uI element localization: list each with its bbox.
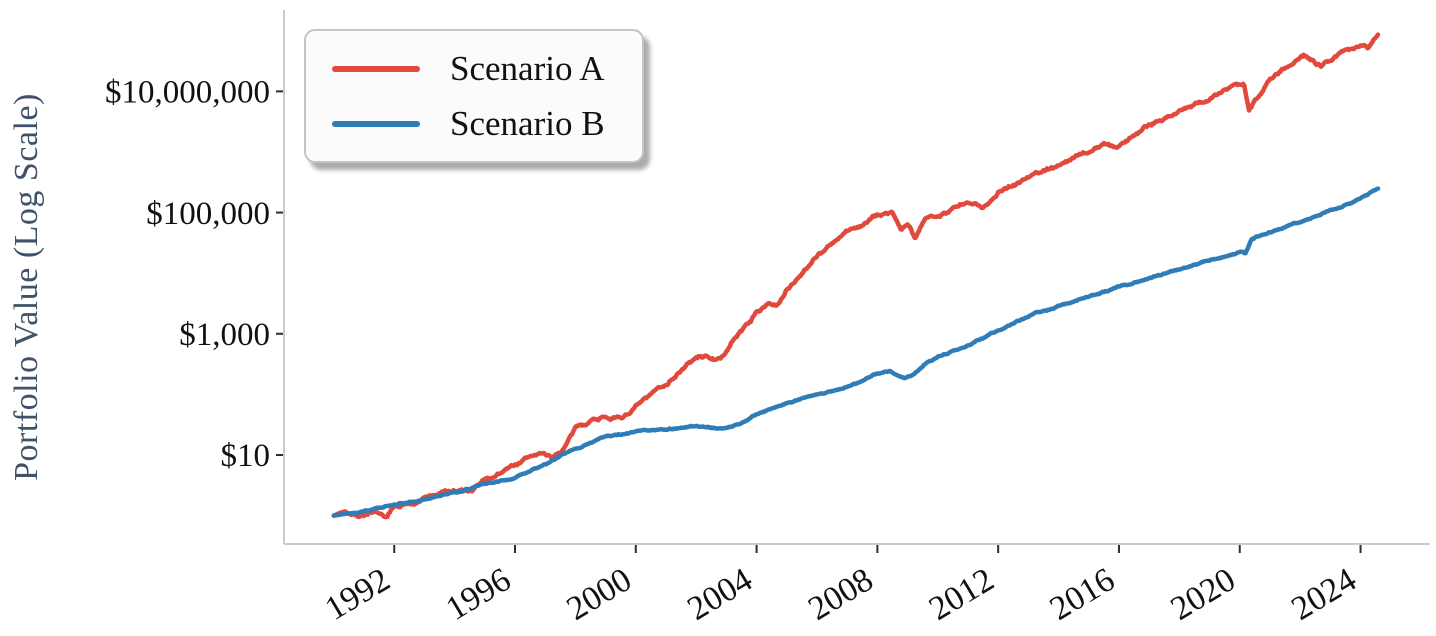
x-tick-label: 1996 xyxy=(440,561,517,628)
y-tick-label: $100,000 xyxy=(146,196,270,232)
y-axis-title: Portfolio Value (Log Scale) xyxy=(8,93,45,481)
series-line-scenario-b xyxy=(331,186,1381,518)
legend-label-scenario-a: Scenario A xyxy=(450,49,605,88)
series-line-scenario-a xyxy=(331,32,1381,520)
x-tick-label: 2020 xyxy=(1165,561,1242,628)
x-tick-label: 2000 xyxy=(561,561,638,628)
x-tick-label: 2012 xyxy=(923,561,1000,628)
x-tick-label: 2016 xyxy=(1044,561,1121,628)
legend-item-scenario-a: Scenario A xyxy=(332,41,618,96)
x-tick-label: 2024 xyxy=(1285,561,1362,628)
legend-line-sample-scenario-a xyxy=(332,65,420,72)
y-tick-label: $10,000,000 xyxy=(105,75,270,111)
y-tick-label: $10 xyxy=(221,438,271,474)
x-tick-label: 2004 xyxy=(681,561,758,628)
x-tick-label: 2008 xyxy=(802,561,879,628)
legend: Scenario A Scenario B xyxy=(304,29,644,163)
x-tick-label: 1992 xyxy=(319,561,396,628)
legend-item-scenario-b: Scenario B xyxy=(332,96,618,151)
legend-line-sample-scenario-b xyxy=(332,120,420,127)
y-tick-label: $1,000 xyxy=(179,317,270,353)
legend-label-scenario-b: Scenario B xyxy=(450,104,605,143)
